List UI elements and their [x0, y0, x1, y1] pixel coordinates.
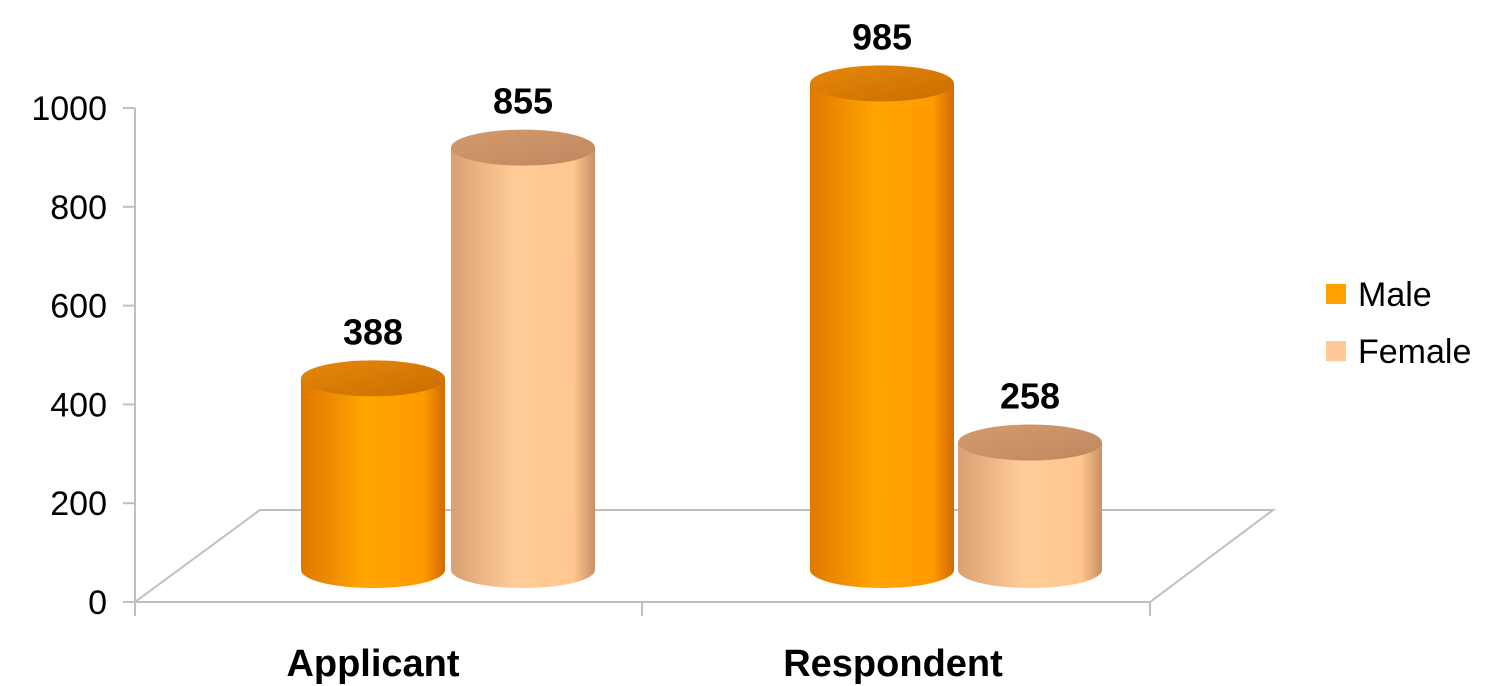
bar-body — [451, 147, 595, 588]
bar-male-respondent — [810, 65, 954, 588]
bar-top — [958, 424, 1102, 461]
bar-top — [451, 129, 595, 166]
bar-body — [810, 83, 954, 588]
category-label-respondent: Respondent — [783, 643, 1003, 685]
legend-swatch-female — [1326, 341, 1346, 361]
y-tick-label: 600 — [50, 288, 107, 326]
category-labels-group: Applicant Respondent — [286, 643, 1003, 685]
legend-label-male: Male — [1358, 276, 1432, 314]
y-tick-label: 200 — [50, 485, 107, 523]
bars-group — [301, 65, 1102, 588]
data-labels-group: 388 855 985 258 — [343, 16, 1060, 416]
bar-male-applicant — [301, 360, 445, 588]
y-axis-ticks: 0 200 400 600 800 1000 — [31, 90, 135, 622]
legend-swatch-male — [1326, 284, 1346, 304]
bar-body — [958, 442, 1102, 588]
y-tick-label: 1000 — [31, 90, 107, 128]
bar-top — [810, 65, 954, 102]
data-label-male-respondent: 985 — [852, 16, 912, 57]
data-label-male-applicant: 388 — [343, 311, 403, 352]
legend: Male Female — [1326, 276, 1471, 371]
data-label-female-applicant: 855 — [493, 81, 553, 122]
bar-top — [301, 360, 445, 397]
y-tick-label: 0 — [88, 584, 107, 622]
data-label-female-respondent: 258 — [1000, 376, 1060, 417]
bar-female-respondent — [958, 424, 1102, 588]
y-tick-label: 400 — [50, 386, 107, 424]
bar-female-applicant — [451, 129, 595, 588]
legend-label-female: Female — [1358, 333, 1471, 371]
y-tick-label: 800 — [50, 189, 107, 227]
bar-body — [301, 378, 445, 588]
category-label-applicant: Applicant — [286, 643, 459, 685]
